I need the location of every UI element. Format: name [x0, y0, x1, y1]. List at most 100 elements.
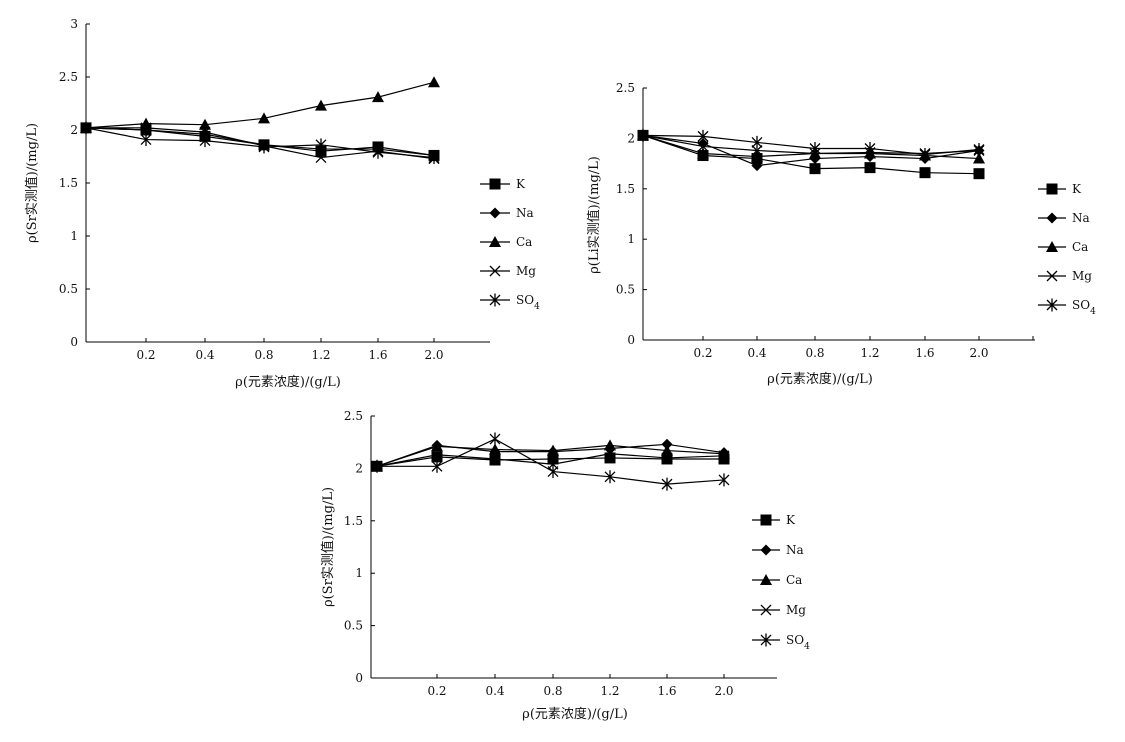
data-point-so4: [809, 141, 821, 155]
x-tick-label: 2.0: [714, 684, 733, 698]
legend: K Na Ca Mg SO4: [1038, 182, 1096, 317]
y-tick-label: 2.5: [344, 409, 363, 423]
data-point-so4: [718, 473, 730, 487]
x-tick-label: 2.0: [969, 346, 988, 360]
data-point-ca: [489, 443, 501, 455]
data-point-k: [489, 454, 501, 466]
y-tick-label: 2.5: [616, 81, 635, 95]
data-point-so4: [199, 134, 211, 148]
data-point-k: [661, 453, 673, 465]
data-point-mg: [718, 450, 730, 462]
data-point-mg: [604, 448, 616, 460]
y-axis-label: ρ(Sr实测值)/(mg/L): [320, 487, 336, 607]
series-so4: [80, 121, 440, 165]
x-tick-label: 1.6: [915, 346, 934, 360]
x-tick-label: 1.6: [368, 348, 387, 362]
data-point-ca: [428, 76, 440, 88]
y-tick-label: 1: [70, 229, 78, 243]
y-tick-label: 2: [70, 123, 78, 137]
data-point-so4: [604, 470, 616, 484]
x-tick-label: 1.2: [311, 348, 330, 362]
data-point-mg: [140, 122, 152, 134]
y-tick-label: 1.5: [616, 182, 635, 196]
y-tick-label: 0: [627, 333, 635, 347]
data-point-mg: [431, 449, 443, 461]
x-tick-label: 1.6: [657, 684, 676, 698]
x-tick-label: 0.4: [195, 348, 214, 362]
data-point-mg: [661, 452, 673, 464]
data-point-k: [919, 167, 931, 179]
legend-marker-so4: [760, 633, 772, 647]
data-point-ca: [431, 440, 443, 452]
legend-marker-k: [1046, 183, 1058, 195]
legend-label: Mg: [786, 603, 806, 617]
data-point-so4: [637, 128, 649, 142]
data-point-ca: [372, 91, 384, 103]
y-tick-label: 1: [627, 232, 635, 246]
data-point-k: [973, 168, 985, 180]
x-tick-label: 1.2: [600, 684, 619, 698]
legend-label: K: [786, 513, 796, 527]
legend: K Na Ca Mg SO4: [480, 177, 540, 312]
legend-item-k: K: [752, 513, 796, 527]
x-tick-label: 0.4: [747, 346, 766, 360]
legend-label: Mg: [516, 264, 536, 278]
legend-item-so4: SO4: [1038, 298, 1096, 317]
legend-marker-na: [489, 207, 501, 219]
data-point-ca: [258, 112, 270, 124]
data-point-so4: [919, 148, 931, 162]
x-tick-label: 1.2: [860, 346, 879, 360]
data-point-mg: [697, 141, 709, 152]
series-k: [637, 129, 985, 180]
y-tick-label: 1.5: [344, 514, 363, 528]
chart-panel-2: 0 0.5 1 1.5 2 2.5 0.2 0.4 0.8 1.2 1.6 2.0 ρ(元素浓度)/(g…: [586, 81, 1096, 387]
data-point-so4: [431, 459, 443, 473]
y-tick-label: 2: [355, 461, 363, 475]
data-point-so4: [371, 459, 383, 473]
legend-label: Ca: [786, 573, 802, 587]
x-tick-label: 0.2: [136, 348, 155, 362]
data-point-ca: [751, 150, 763, 162]
legend-item-ca: Ca: [752, 573, 802, 587]
data-point-so4: [140, 133, 152, 147]
legend-item-k: K: [1038, 182, 1082, 196]
x-axis-label: ρ(元素浓度)/(g/L): [522, 706, 628, 722]
legend-item-na: Na: [1038, 211, 1090, 225]
data-point-k: [547, 453, 559, 465]
legend-item-so4: SO4: [480, 293, 540, 312]
legend-item-ca: Ca: [1038, 240, 1088, 254]
data-point-so4: [80, 121, 92, 135]
y-axis-label: ρ(Sr实测值)/(mg/L): [24, 123, 40, 243]
y-tick-label: 2.5: [59, 70, 78, 84]
data-point-k: [604, 452, 616, 464]
data-point-ca: [199, 118, 211, 130]
x-axis-label: ρ(元素浓度)/(g/L): [767, 371, 873, 387]
y-tick-label: 0: [355, 671, 363, 685]
x-tick-label: 0.8: [254, 348, 273, 362]
legend-marker-k: [489, 178, 501, 190]
data-point-na: [661, 438, 673, 450]
data-point-so4: [751, 135, 763, 149]
y-tick-label: 0.5: [59, 282, 78, 296]
x-tick-label: 0.8: [805, 346, 824, 360]
data-point-so4: [372, 145, 384, 159]
legend-item-na: Na: [480, 206, 534, 220]
data-point-ca: [140, 117, 152, 129]
legend-label: Ca: [1072, 240, 1088, 254]
y-tick-label: 3: [70, 17, 78, 31]
legend-marker-so4: [1046, 298, 1058, 312]
legend-item-ca: Ca: [480, 235, 532, 249]
data-point-ca: [661, 444, 673, 456]
series-ca: [80, 76, 440, 133]
data-point-so4: [697, 129, 709, 143]
data-point-k: [809, 163, 821, 175]
data-point-so4: [547, 465, 559, 479]
data-point-ca: [315, 99, 327, 111]
legend-marker-ca: [760, 574, 772, 585]
data-point-mg: [199, 126, 211, 138]
data-point-ca: [697, 147, 709, 159]
legend-marker-k: [760, 514, 772, 526]
legend-marker-ca: [1046, 241, 1058, 252]
